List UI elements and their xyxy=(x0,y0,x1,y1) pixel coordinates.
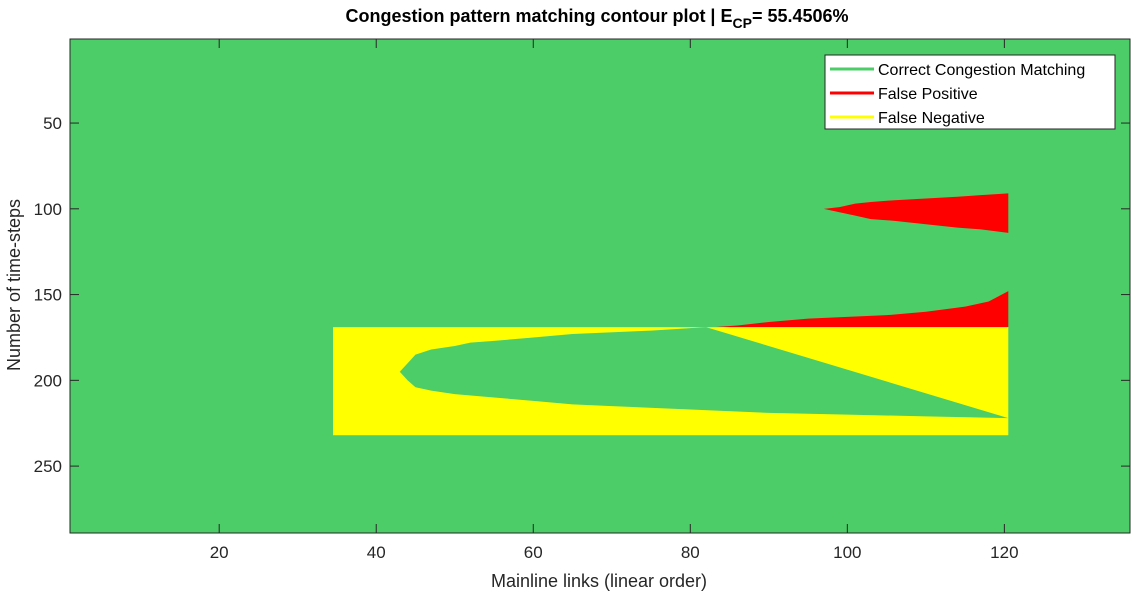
x-tick-label: 120 xyxy=(990,543,1018,562)
y-tick-label: 200 xyxy=(34,371,62,390)
y-tick-label: 150 xyxy=(34,286,62,305)
chart-title: Congestion pattern matching contour plot… xyxy=(345,6,848,31)
correct-matching-wedge xyxy=(399,327,1009,419)
legend: Correct Congestion Matching False Positiv… xyxy=(824,54,1116,130)
axes-frame xyxy=(69,38,1131,534)
legend-entries: Correct Congestion Matching False Positiv… xyxy=(830,62,1085,127)
y-tick-label: 50 xyxy=(43,114,62,133)
title-prefix: Congestion pattern matching contour plot… xyxy=(345,6,732,26)
x-tick-label: 20 xyxy=(210,543,229,562)
x-tick-label: 80 xyxy=(681,543,700,562)
legend-label-1: Correct Congestion Matching xyxy=(878,62,1085,79)
false-positive-region-2 xyxy=(713,291,1009,328)
tick-labels: 20 40 60 80 100 120 50 100 150 200 250 xyxy=(34,39,1130,562)
y-axis-label: Number of time-steps xyxy=(4,199,24,371)
x-tick-label: 40 xyxy=(367,543,386,562)
legend-label-3: False Negative xyxy=(878,110,985,127)
title-suffix: = 55.4506% xyxy=(752,6,849,26)
x-tick-label: 60 xyxy=(524,543,543,562)
false-positive-region-1 xyxy=(823,193,1009,233)
x-axis-label: Mainline links (linear order) xyxy=(491,571,707,591)
y-tick-label: 100 xyxy=(34,200,62,219)
y-tick-label: 250 xyxy=(34,457,62,476)
legend-label-2: False Positive xyxy=(878,86,978,103)
title-subscript: CP xyxy=(732,15,751,31)
x-tick-label: 100 xyxy=(833,543,861,562)
